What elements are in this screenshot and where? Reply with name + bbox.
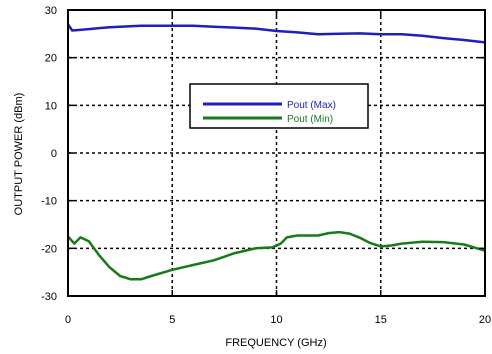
legend-label-min: Pout (Min)	[287, 114, 333, 125]
legend-box	[189, 83, 369, 129]
axis-ticks	[67, 9, 486, 297]
x-axis-title: FREQUENCY (GHz)	[225, 337, 326, 349]
x-tick-labels: 0 5 10 15 20	[65, 314, 491, 326]
series-line-pout-max	[66, 23, 486, 44]
x-tick-label: 10	[270, 314, 282, 326]
series-line-pout-min	[67, 230, 486, 281]
y-tick-label: -10	[41, 196, 57, 208]
x-tick-label: 0	[65, 314, 71, 326]
y-tick-label: 20	[45, 53, 57, 65]
y-axis-title: OUTPUT POWER (dBm)	[13, 93, 25, 216]
x-tick-label: 20	[479, 314, 491, 326]
legend: Pout (Max) Pout (Min)	[189, 83, 369, 129]
x-tick-label: 5	[169, 314, 175, 326]
x-tick-label: 15	[375, 314, 387, 326]
y-tick-label: 0	[51, 148, 57, 160]
series-lines	[66, 23, 486, 281]
y-tick-label: -30	[41, 291, 57, 303]
grid	[68, 10, 485, 296]
y-tick-label: 10	[45, 100, 57, 112]
y-tick-labels: -30 -20 -10 0 10 20 30	[41, 5, 57, 303]
y-tick-label: -20	[41, 243, 57, 255]
legend-label-max: Pout (Max)	[287, 100, 336, 111]
y-tick-label: 30	[45, 5, 57, 17]
